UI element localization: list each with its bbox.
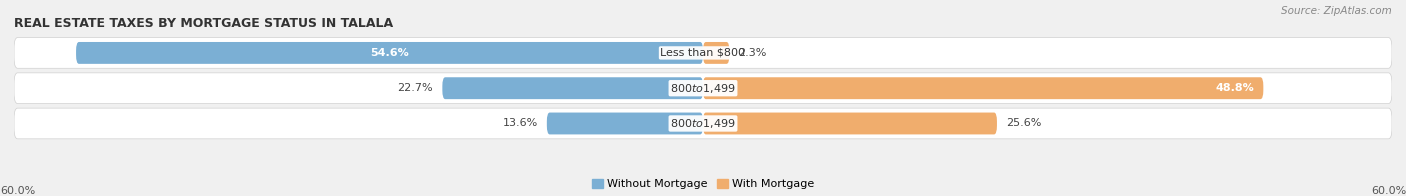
Text: 60.0%: 60.0% <box>0 186 35 196</box>
Text: REAL ESTATE TAXES BY MORTGAGE STATUS IN TALALA: REAL ESTATE TAXES BY MORTGAGE STATUS IN … <box>14 17 394 30</box>
Text: 22.7%: 22.7% <box>398 83 433 93</box>
Text: 60.0%: 60.0% <box>1371 186 1406 196</box>
FancyBboxPatch shape <box>703 42 730 64</box>
Text: 48.8%: 48.8% <box>1215 83 1254 93</box>
FancyBboxPatch shape <box>547 113 703 134</box>
FancyBboxPatch shape <box>703 77 1264 99</box>
FancyBboxPatch shape <box>443 77 703 99</box>
Text: 2.3%: 2.3% <box>738 48 766 58</box>
Legend: Without Mortgage, With Mortgage: Without Mortgage, With Mortgage <box>588 174 818 194</box>
Text: $800 to $1,499: $800 to $1,499 <box>671 82 735 95</box>
Text: $800 to $1,499: $800 to $1,499 <box>671 117 735 130</box>
Text: 25.6%: 25.6% <box>1007 118 1042 129</box>
FancyBboxPatch shape <box>76 42 703 64</box>
FancyBboxPatch shape <box>14 73 1392 103</box>
Text: 54.6%: 54.6% <box>370 48 409 58</box>
FancyBboxPatch shape <box>14 108 1392 139</box>
Text: 13.6%: 13.6% <box>502 118 537 129</box>
FancyBboxPatch shape <box>14 38 1392 68</box>
Text: Source: ZipAtlas.com: Source: ZipAtlas.com <box>1281 6 1392 16</box>
FancyBboxPatch shape <box>703 113 997 134</box>
Text: Less than $800: Less than $800 <box>661 48 745 58</box>
